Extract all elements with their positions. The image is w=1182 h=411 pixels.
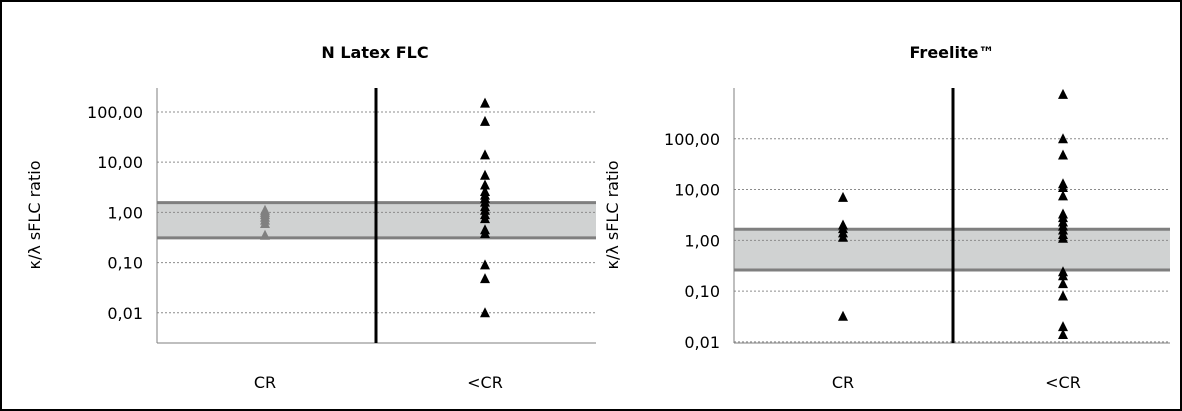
x-category-label-cr: CR bbox=[832, 373, 854, 392]
data-point bbox=[480, 213, 490, 224]
data-point bbox=[480, 97, 490, 108]
x-category-label-cr: CR bbox=[254, 373, 276, 392]
y-tick-label: 1,00 bbox=[107, 203, 143, 222]
y-tick-label: 0,10 bbox=[684, 282, 720, 301]
y-axis-label: κ/λ sFLC ratio bbox=[25, 161, 44, 270]
data-point bbox=[480, 259, 490, 270]
y-tick-label: 1,00 bbox=[684, 231, 720, 250]
data-point bbox=[838, 231, 848, 242]
y-tick-label: 10,00 bbox=[674, 181, 720, 200]
data-point bbox=[1058, 321, 1068, 332]
y-tick-label: 0,10 bbox=[107, 254, 143, 273]
y-tick-label: 100,00 bbox=[87, 103, 143, 122]
data-point bbox=[1058, 232, 1068, 243]
data-point bbox=[1058, 88, 1068, 99]
y-tick-label: 0,01 bbox=[684, 333, 720, 352]
chart-title: N Latex FLC bbox=[321, 43, 428, 62]
plot-area: 100,00 10,00 1,00 0,10 0,01 bbox=[664, 88, 1170, 352]
x-category-label-less-cr: <CR bbox=[1045, 373, 1081, 392]
data-point bbox=[480, 273, 490, 284]
data-point bbox=[480, 115, 490, 126]
y-axis-label: κ/λ sFLC ratio bbox=[603, 161, 622, 270]
data-point bbox=[480, 179, 490, 190]
data-point bbox=[480, 227, 490, 238]
data-point bbox=[1058, 290, 1068, 301]
data-point bbox=[1058, 181, 1068, 192]
data-point bbox=[260, 229, 270, 240]
data-point bbox=[1058, 270, 1068, 281]
chart-panel-n-latex: N Latex FLC κ/λ sFLC ratio 100,00 10,00 1,… bbox=[25, 43, 596, 392]
data-point bbox=[480, 307, 490, 318]
y-tick-label: 100,00 bbox=[664, 130, 720, 149]
y-tick-label: 0,01 bbox=[107, 304, 143, 323]
data-point bbox=[260, 218, 270, 229]
data-point bbox=[1058, 278, 1068, 289]
plot-area: 100,00 10,00 1,00 0,10 0,01 bbox=[87, 88, 596, 344]
data-point bbox=[1058, 328, 1068, 339]
data-point bbox=[838, 310, 848, 321]
data-point bbox=[1058, 133, 1068, 144]
data-point bbox=[480, 149, 490, 160]
data-point bbox=[1058, 190, 1068, 201]
chart-panel-freelite: Freelite™ κ/λ sFLC ratio 100,00 10,00 1,00… bbox=[603, 43, 1170, 392]
data-point bbox=[1058, 149, 1068, 160]
data-point bbox=[480, 169, 490, 180]
x-category-label-less-cr: <CR bbox=[467, 373, 503, 392]
chart-title: Freelite™ bbox=[910, 43, 995, 62]
y-tick-label: 10,00 bbox=[97, 153, 143, 172]
data-point bbox=[838, 191, 848, 202]
